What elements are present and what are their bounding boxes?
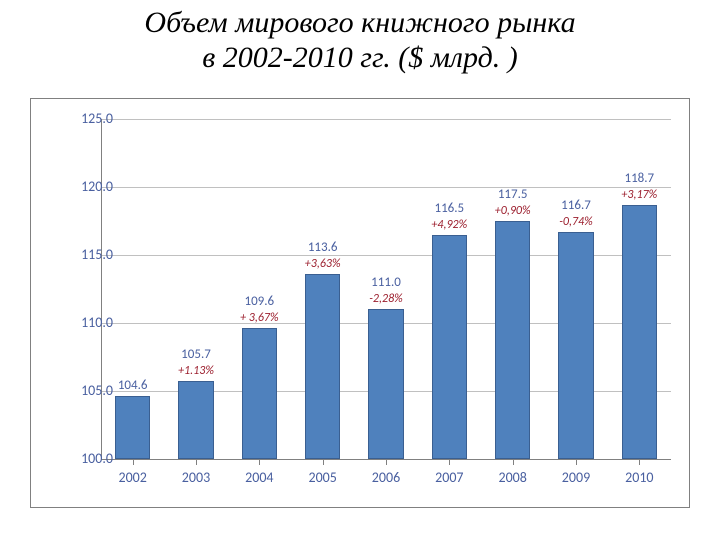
bar [432, 235, 467, 459]
plot-area: 104.6105.7+1.13%109.6+ 3,67%113.6+3,63%1… [101, 119, 671, 459]
title-line-1: Объем мирового книжного рынка [144, 6, 575, 39]
value-label: 105.7 [164, 347, 227, 362]
x-tick [576, 459, 577, 465]
percent-label: +3,17% [608, 188, 671, 202]
bar [368, 309, 403, 459]
y-tick-label: 120.0 [53, 178, 113, 195]
gridline [101, 119, 671, 120]
chart-frame: 104.6105.7+1.13%109.6+ 3,67%113.6+3,63%1… [30, 98, 690, 508]
x-tick [259, 459, 260, 465]
x-axis: 200220032004200520062007200820092010 [101, 459, 671, 489]
x-tick-label: 2010 [608, 469, 671, 486]
x-tick-label: 2002 [101, 469, 164, 486]
bar [305, 274, 340, 459]
percent-label: -0,74% [544, 215, 607, 229]
value-label: 109.6 [228, 294, 291, 309]
value-label: 111.0 [354, 275, 417, 290]
value-label: 117.5 [481, 187, 544, 202]
y-tick-label: 110.0 [53, 314, 113, 331]
slide: Объем мирового книжного рынка в 2002-201… [0, 0, 720, 540]
bar [178, 381, 213, 459]
y-tick-label: 105.0 [53, 382, 113, 399]
x-tick-label: 2007 [418, 469, 481, 486]
chart-title: Объем мирового книжного рынка в 2002-201… [0, 0, 720, 75]
x-tick-label: 2005 [291, 469, 354, 486]
bar [242, 328, 277, 459]
title-line-2: в 2002-2010 гг. ($ млрд. ) [202, 41, 518, 74]
x-tick-label: 2009 [544, 469, 607, 486]
y-tick-label: 115.0 [53, 246, 113, 263]
y-tick-label: 100.0 [53, 450, 113, 467]
percent-label: -2,28% [354, 292, 417, 306]
bar [622, 205, 657, 459]
x-tick [386, 459, 387, 465]
percent-label: +1.13% [164, 364, 227, 378]
percent-label: + 3,67% [228, 311, 291, 325]
value-label: 116.7 [544, 198, 607, 213]
bar [115, 396, 150, 459]
percent-label: +3,63% [291, 257, 354, 271]
x-tick-label: 2004 [228, 469, 291, 486]
percent-label: +4,92% [418, 218, 481, 232]
x-tick [513, 459, 514, 465]
value-label: 113.6 [291, 240, 354, 255]
bar [495, 221, 530, 459]
x-tick-label: 2006 [354, 469, 417, 486]
x-tick-label: 2003 [164, 469, 227, 486]
x-tick [133, 459, 134, 465]
gridline [101, 187, 671, 188]
value-label: 116.5 [418, 201, 481, 216]
x-tick [196, 459, 197, 465]
value-label: 118.7 [608, 171, 671, 186]
percent-label: +0,90% [481, 204, 544, 218]
y-tick-label: 125.0 [53, 110, 113, 127]
x-tick-label: 2008 [481, 469, 544, 486]
x-tick [323, 459, 324, 465]
x-tick [639, 459, 640, 465]
x-tick [449, 459, 450, 465]
bar [558, 232, 593, 459]
y-axis-line [101, 119, 102, 459]
